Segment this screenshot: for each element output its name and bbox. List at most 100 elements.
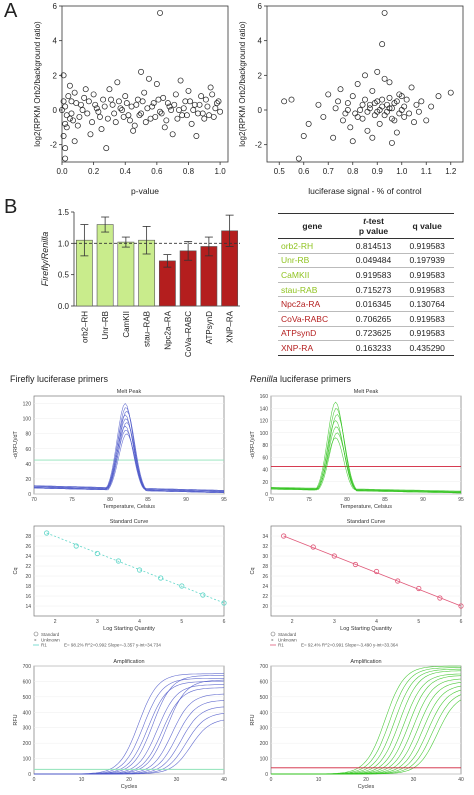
- x-tick-label: 10: [316, 777, 322, 783]
- data-point: [384, 101, 390, 108]
- legend-fit-stats: E= 98.2% R^2=0.992 Slope=-3.357 y-int=34…: [64, 643, 161, 648]
- standard-point: [94, 550, 100, 557]
- data-point: [337, 86, 344, 93]
- data-point: [98, 126, 105, 133]
- data-point: [93, 105, 100, 112]
- standard-point: [395, 578, 401, 584]
- data-point: [81, 94, 88, 101]
- legend-standard-marker: [270, 631, 276, 637]
- data-point: [196, 101, 203, 108]
- data-point: [396, 110, 403, 117]
- data-point: [106, 86, 113, 93]
- y-tick-label: 0.0: [58, 302, 70, 311]
- chart-title: Melt Peak: [117, 389, 142, 395]
- y-tick-label: 30: [262, 554, 268, 560]
- chart-title: Melt Peak: [354, 389, 379, 395]
- data-point: [62, 103, 69, 110]
- y-tick-label: 1.0: [58, 239, 70, 248]
- data-point: [411, 119, 417, 126]
- data-point: [342, 110, 349, 117]
- data-point: [172, 91, 179, 98]
- data-point: [295, 155, 302, 162]
- data-point: [418, 98, 425, 105]
- data-point: [369, 87, 376, 94]
- data-point: [215, 98, 222, 105]
- legend-standard-marker: [33, 631, 39, 637]
- y-tick-label: 18: [25, 584, 31, 590]
- y-tick-label: 200: [23, 741, 32, 747]
- data-point: [213, 100, 220, 107]
- data-point: [354, 113, 361, 120]
- data-point: [131, 122, 138, 129]
- data-point: [115, 98, 122, 105]
- data-point: [204, 103, 211, 110]
- y-tick-label: 28: [262, 564, 268, 570]
- y-tick-label: 40: [262, 468, 268, 474]
- panel-label-b: B: [4, 196, 18, 218]
- data-point: [393, 98, 400, 105]
- data-point: [344, 100, 351, 107]
- y-tick-label: 0: [28, 772, 31, 778]
- gene-cell: XNP-RA: [278, 340, 347, 356]
- qvalue-cell: 0.197939: [400, 253, 454, 269]
- table-header-gene: gene: [278, 213, 347, 239]
- data-point: [138, 68, 144, 75]
- y-tick-label: -2: [50, 141, 58, 150]
- data-point: [142, 119, 149, 126]
- data-point: [114, 79, 121, 86]
- x-tick-label: 30: [174, 777, 180, 783]
- data-point: [85, 98, 92, 105]
- table-row: stau-RAB 0.715273 0.919583: [278, 282, 454, 298]
- data-point: [374, 108, 381, 115]
- pvalue-cell: 0.049484: [346, 253, 401, 269]
- amplification-chart-firefly: Amplification 0 100 200 300 400 500 600 700 0 10 20…: [13, 659, 227, 790]
- data-point: [191, 101, 198, 108]
- data-point: [349, 93, 356, 100]
- x-tick-label: 0.4: [120, 167, 132, 176]
- data-point: [300, 133, 307, 139]
- y-tick-label: 100: [260, 431, 269, 437]
- y-tick-label: 100: [260, 757, 269, 763]
- x-axis-label: p-value: [131, 186, 159, 196]
- data-point: [138, 110, 144, 117]
- data-point: [62, 120, 69, 127]
- data-point: [92, 101, 99, 108]
- data-point: [111, 110, 118, 117]
- y-axis-label: Firefly/Renilla: [40, 232, 50, 287]
- melt-trace: [34, 433, 225, 493]
- data-point: [386, 105, 393, 112]
- data-point: [100, 96, 107, 103]
- y-tick-label: 0: [258, 106, 263, 115]
- y-tick-label: 4: [258, 37, 263, 46]
- data-point: [202, 96, 209, 103]
- scatter-plot-luciferase: -2 0 2 4 6 0.5 0.6 0.7 0.8 0.9 1.0 1.1 1.2 luciferase…: [238, 2, 464, 196]
- standard-point: [352, 561, 359, 568]
- data-point: [198, 93, 205, 100]
- bar-chart-firefly-renilla: 0.0 0.5 1.0 1.5 orb2–RH Unr–RB CamKII stau–RAB N…: [40, 208, 240, 357]
- data-point: [415, 108, 422, 115]
- data-point: [379, 103, 386, 110]
- data-point: [330, 134, 337, 141]
- data-point: [161, 124, 168, 131]
- data-point: [123, 100, 130, 107]
- data-point: [59, 107, 65, 113]
- data-point: [398, 93, 405, 100]
- data-point: [381, 112, 388, 119]
- bar: [158, 260, 176, 307]
- y-tick-label: 26: [262, 574, 268, 580]
- category-label: Npc2a–RA: [163, 310, 172, 349]
- data-point: [386, 79, 393, 86]
- standard-point: [458, 603, 464, 609]
- data-point: [108, 96, 114, 103]
- data-point: [193, 133, 200, 139]
- plot-frame: [266, 5, 464, 163]
- data-point: [60, 98, 67, 105]
- stats-table: gene t-test p value q value orb2-RH 0.814…: [278, 213, 454, 356]
- gene-cell: Npc2a-RA: [278, 296, 347, 312]
- qvalue-cell: 0.435290: [400, 340, 454, 356]
- x-tick-label: 2: [54, 619, 57, 625]
- data-point: [374, 68, 381, 75]
- legend-unknown-label: Unknown: [278, 638, 297, 643]
- x-tick-label: 95: [221, 497, 227, 503]
- data-point: [169, 131, 176, 138]
